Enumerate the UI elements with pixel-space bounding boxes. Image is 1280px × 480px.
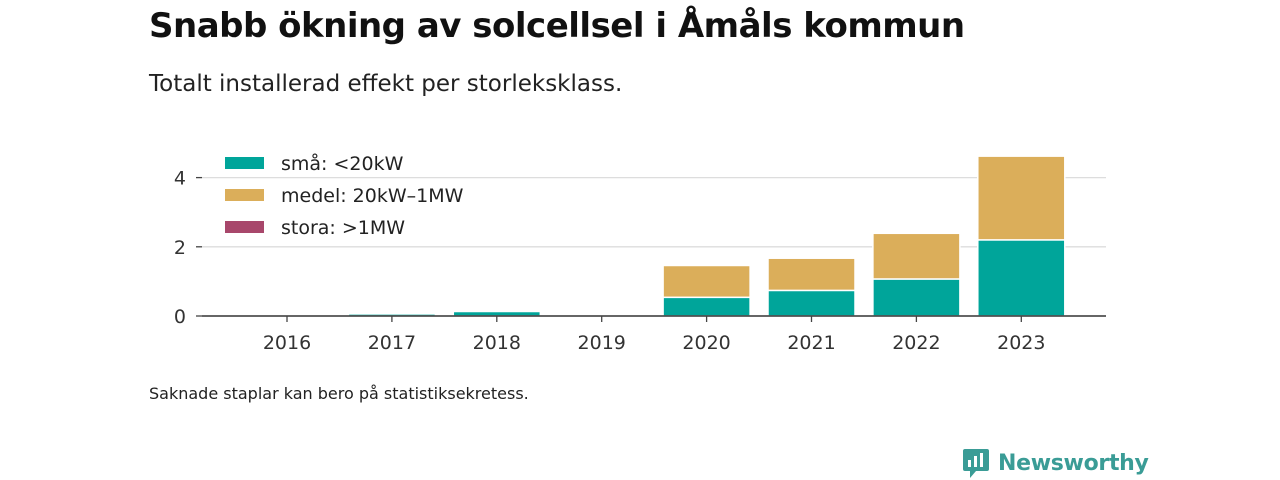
legend-label: medel: 20kW–1MW [281, 185, 464, 207]
chart-title: Snabb ökning av solcellsel i Åmåls kommu… [149, 6, 965, 46]
bar-2022-series-0 [872, 278, 961, 317]
x-tick-label: 2020 [682, 332, 730, 354]
x-tick-label: 2018 [473, 332, 521, 354]
y-tick-label: 0 [174, 306, 186, 328]
legend-label: små: <20kW [281, 152, 404, 175]
y-axis-ticks: 0 2 4 [174, 168, 202, 328]
x-tick-label: 2023 [997, 332, 1045, 354]
legend-swatch [225, 189, 264, 201]
x-tick-label: 2016 [263, 332, 311, 354]
newsworthy-logo-icon [963, 449, 989, 478]
bar-2020-series-0 [662, 296, 751, 317]
bar-2022-series-1 [872, 232, 961, 280]
bar-2021-series-1 [767, 257, 856, 292]
x-axis-ticks: 2016 2017 2018 2019 2020 2021 2022 2023 [263, 316, 1045, 354]
x-tick-label: 2021 [787, 332, 835, 354]
chart-subtitle: Totalt installerad effekt per storlekskl… [149, 71, 623, 97]
footnote: Saknade staplar kan bero på statistiksek… [149, 384, 529, 403]
bar-2023-series-1 [977, 155, 1066, 241]
x-tick-label: 2022 [892, 332, 940, 354]
legend-label: stora: >1MW [281, 217, 405, 239]
x-tick-label: 2019 [578, 332, 626, 354]
bar-2023-series-0 [977, 239, 1066, 317]
legend-swatch [225, 157, 264, 169]
y-tick-label: 4 [174, 168, 186, 190]
brand-logo[interactable]: Newsworthy [962, 446, 1149, 480]
brand-name: Newsworthy [998, 450, 1149, 476]
bar-2020-series-1 [662, 264, 751, 299]
bar-2021-series-0 [767, 289, 856, 317]
x-tick-label: 2017 [368, 332, 416, 354]
legend: små: <20kW medel: 20kW–1MW stora: >1MW [225, 152, 464, 239]
legend-swatch [225, 221, 264, 233]
y-tick-label: 2 [174, 237, 186, 259]
